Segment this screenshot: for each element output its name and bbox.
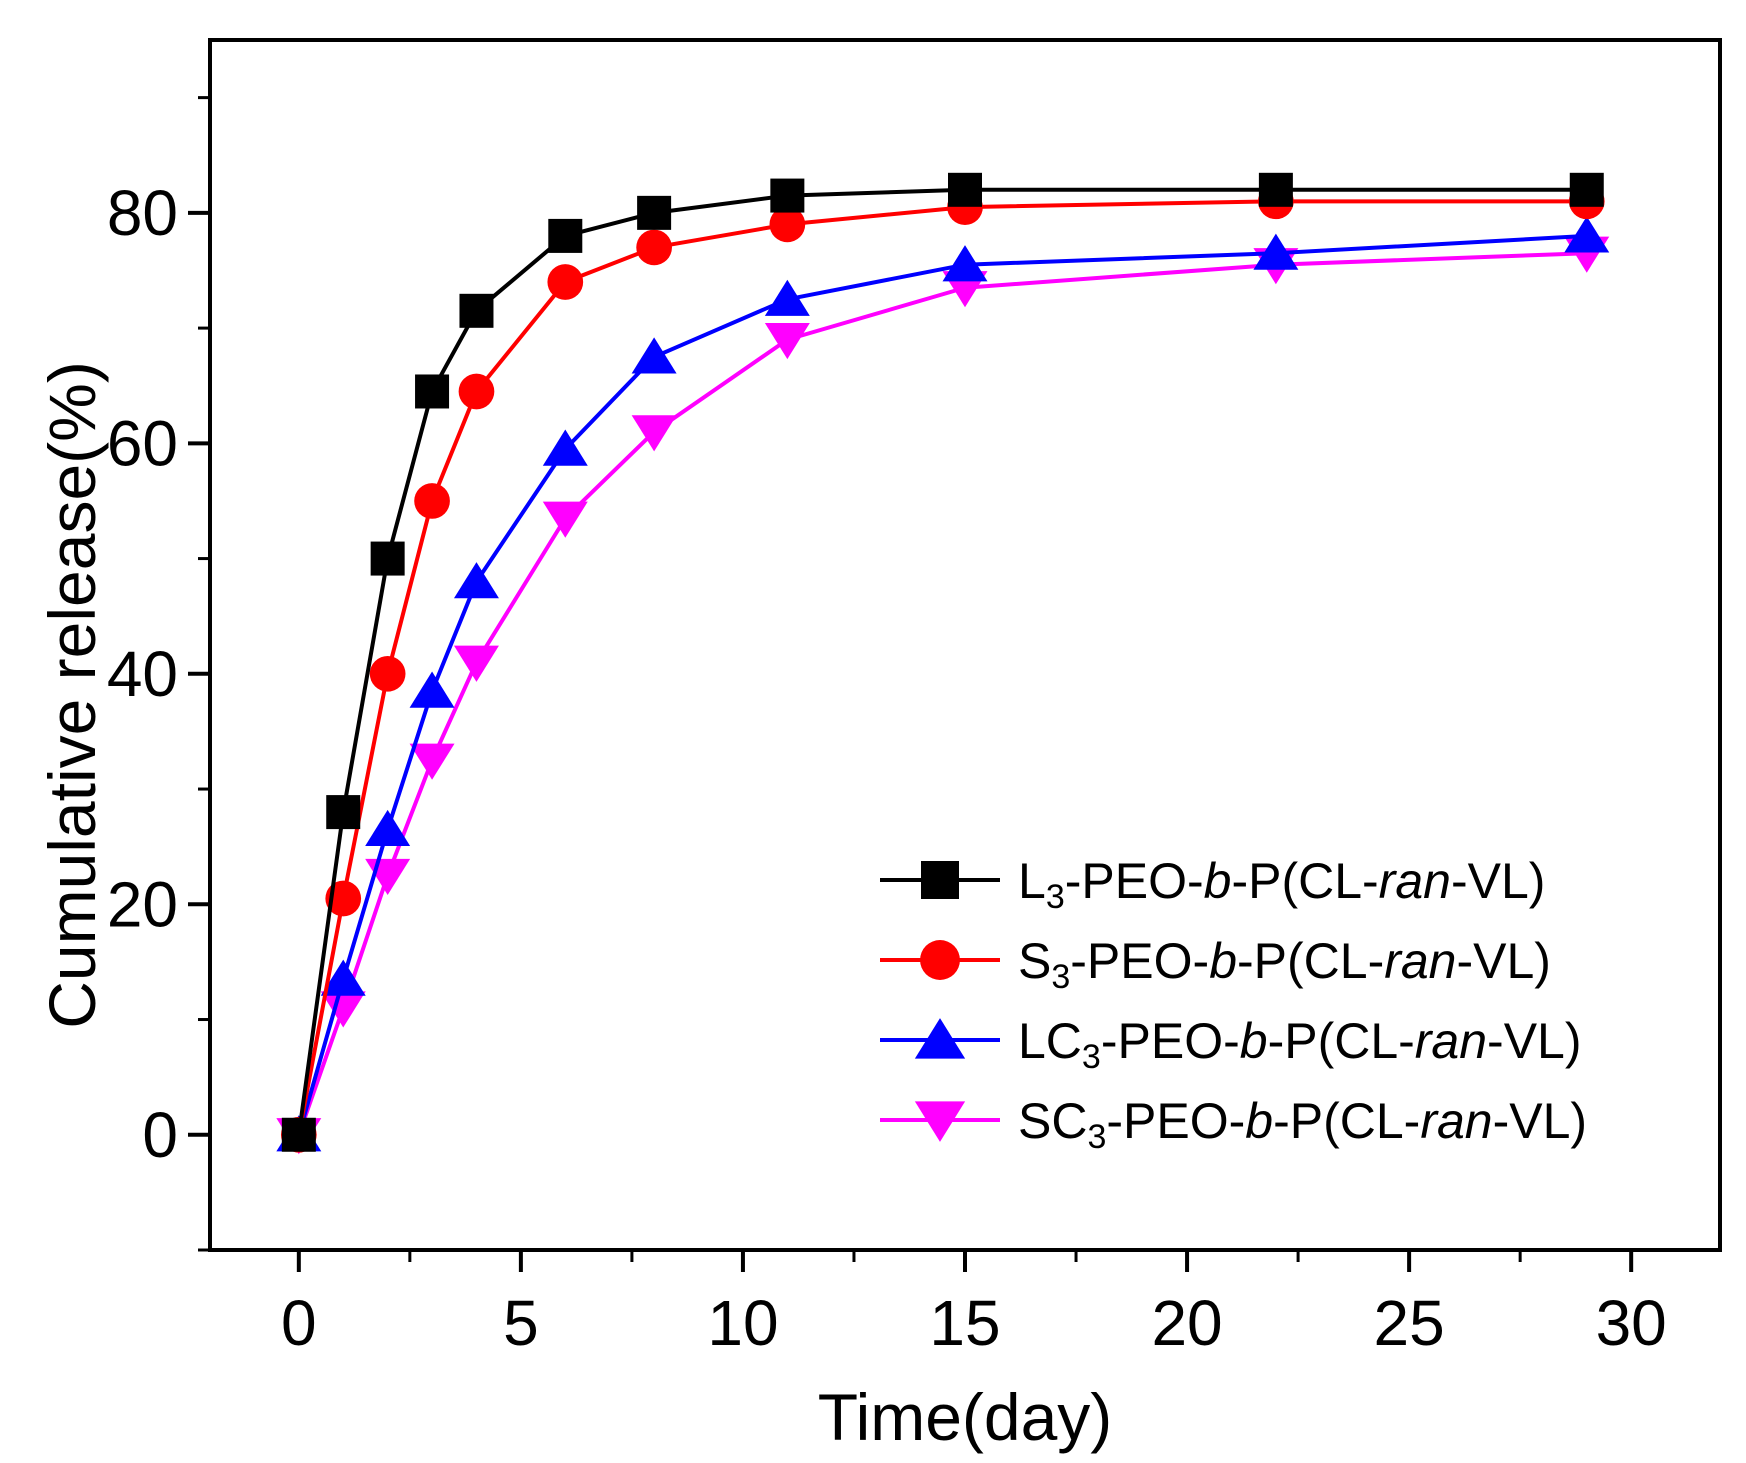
data-point: [365, 809, 411, 846]
data-point: [1564, 216, 1610, 253]
legend: L3-PEO-b-P(CL-ran-VL)S3-PEO-b-P(CL-ran-V…: [880, 853, 1587, 1156]
data-point: [409, 671, 455, 708]
data-point: [769, 206, 806, 243]
data-point: [764, 323, 810, 360]
data-point: [542, 429, 588, 466]
data-point: [542, 501, 588, 538]
legend-label-part: ran: [1384, 933, 1456, 989]
legend-label-part: ran: [1420, 1093, 1492, 1149]
legend-label-part: -P(CL-: [1231, 853, 1378, 909]
data-point: [770, 178, 805, 213]
data-point: [948, 172, 982, 207]
legend-label-part: ran: [1415, 1013, 1487, 1069]
legend-label-part: b: [1245, 1093, 1273, 1149]
y-tick-label: 80: [107, 177, 178, 249]
legend-label: SC3-PEO-b-P(CL-ran-VL): [1018, 1093, 1587, 1156]
series-1: [281, 172, 1604, 1152]
data-point: [1569, 172, 1604, 207]
data-point: [320, 991, 366, 1028]
legend-label-part: 3: [1087, 1118, 1106, 1156]
data-point: [326, 795, 361, 830]
y-axis-title: Cumulative release(%): [35, 361, 109, 1029]
x-tick-label: 0: [281, 1287, 317, 1359]
x-tick-label: 30: [1596, 1287, 1667, 1359]
data-point: [453, 645, 499, 682]
legend-label: L3-PEO-b-P(CL-ran-VL): [1018, 853, 1545, 916]
data-point: [631, 415, 677, 452]
data-point: [458, 373, 495, 410]
legend-item: LC3-PEO-b-P(CL-ran-VL): [880, 1013, 1582, 1076]
legend-label-part: -P(CL-: [1268, 1013, 1415, 1069]
data-point: [415, 374, 450, 409]
data-point: [548, 218, 583, 253]
data-point: [764, 279, 810, 316]
legend-label-part: 3: [1082, 1038, 1101, 1076]
legend-label-part: -VL): [1456, 933, 1550, 989]
data-point: [1253, 233, 1299, 270]
data-point: [1258, 172, 1293, 207]
y-tick-label: 20: [107, 868, 178, 940]
legend-label-part: -VL): [1493, 1093, 1587, 1149]
legend-label-part: -PEO-: [1070, 933, 1209, 989]
data-point: [414, 483, 450, 519]
legend-marker: [914, 1101, 966, 1142]
data-point: [637, 195, 672, 230]
data-point: [636, 229, 672, 266]
legend-label-part: b: [1209, 933, 1237, 989]
plot-frame: [208, 38, 1722, 1252]
legend-label-part: b: [1204, 853, 1232, 909]
legend-label-part: -PEO-: [1101, 1013, 1240, 1069]
y-tick-label: 40: [107, 638, 178, 710]
legend-item: L3-PEO-b-P(CL-ran-VL): [880, 853, 1545, 916]
legend-label-part: 3: [1051, 958, 1070, 996]
series-layer: [276, 172, 1610, 1155]
x-tick-label: 10: [707, 1287, 778, 1359]
data-point: [409, 743, 455, 780]
legend-label-part: L: [1018, 853, 1046, 909]
legend-marker: [921, 861, 959, 899]
data-point: [370, 541, 405, 576]
series-3: [276, 216, 1610, 1152]
legend-label-part: SC: [1018, 1093, 1087, 1149]
legend-label-part: -VL): [1487, 1013, 1581, 1069]
legend-label-part: S: [1018, 933, 1051, 989]
y-tick-label: 0: [142, 1099, 178, 1171]
x-axis-title: Time(day): [818, 1380, 1113, 1454]
data-point: [369, 655, 406, 692]
legend-label-part: ran: [1379, 853, 1451, 909]
legend-label-part: -P(CL-: [1273, 1093, 1420, 1149]
data-point: [547, 264, 584, 300]
legend-marker: [920, 940, 960, 980]
legend-label-part: -PEO-: [1106, 1093, 1245, 1149]
data-point: [281, 1117, 316, 1152]
legend-item: SC3-PEO-b-P(CL-ran-VL): [880, 1093, 1587, 1156]
legend-label: LC3-PEO-b-P(CL-ran-VL): [1018, 1013, 1582, 1076]
legend-label-part: -P(CL-: [1237, 933, 1384, 989]
y-tick-label: 60: [107, 407, 178, 479]
data-point: [942, 245, 988, 282]
data-point: [631, 337, 677, 374]
plot-frame-layer: [208, 38, 1722, 1252]
legend-label-part: b: [1240, 1013, 1268, 1069]
data-point: [459, 293, 494, 328]
legend-label-part: -VL): [1451, 853, 1545, 909]
legend-label: S3-PEO-b-P(CL-ran-VL): [1018, 933, 1551, 996]
data-point: [453, 562, 499, 599]
legend-item: S3-PEO-b-P(CL-ran-VL): [880, 933, 1551, 996]
legend-label-part: -PEO-: [1065, 853, 1204, 909]
data-point: [320, 959, 366, 996]
legend-label-part: 3: [1046, 878, 1065, 916]
x-tick-label: 25: [1374, 1287, 1445, 1359]
legend-marker: [914, 1018, 966, 1059]
x-tick-label: 20: [1151, 1287, 1222, 1359]
legend-label-part: LC: [1018, 1013, 1082, 1069]
x-tick-label: 15: [929, 1287, 1000, 1359]
axes: 0 5 10 15 20 25 30 0 20 40 60 80: [107, 96, 1667, 1359]
x-tick-label: 5: [503, 1287, 539, 1359]
